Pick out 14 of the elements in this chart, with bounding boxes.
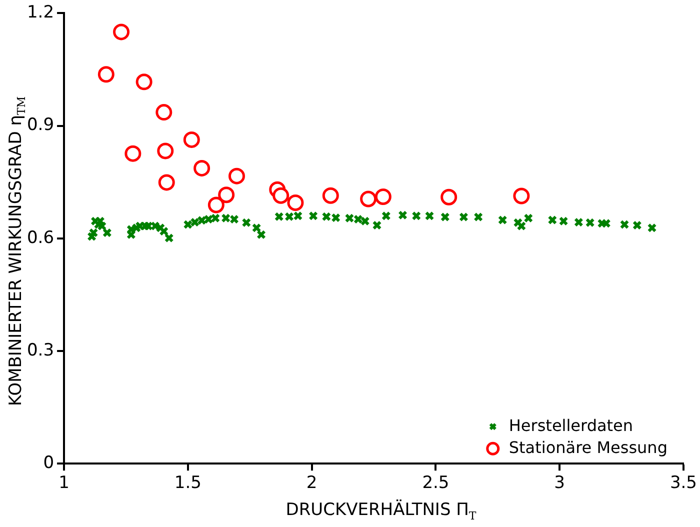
x-tick-label: 1.5 <box>174 473 202 494</box>
x-tick-label: 3.5 <box>670 473 698 494</box>
y-tick-label: 0.9 <box>26 115 54 136</box>
x-tick-label: 2.5 <box>422 473 450 494</box>
x-tick-label: 3 <box>554 473 566 494</box>
y-tick-label: 0 <box>43 453 54 474</box>
x-axis-title: DRUCKVERHÄLTNIS Π$_{T}$ <box>284 500 478 522</box>
legend-label: Stationäre Messung <box>508 438 668 457</box>
y-tick-label: 0.6 <box>26 228 54 248</box>
y-tick-label: 1.2 <box>26 2 54 23</box>
legend-label: Herstellerdaten <box>508 416 634 435</box>
x-tick-label: 2 <box>306 473 318 494</box>
x-tick-label: 1 <box>58 473 70 494</box>
y-tick-label: 0.3 <box>26 340 54 360</box>
